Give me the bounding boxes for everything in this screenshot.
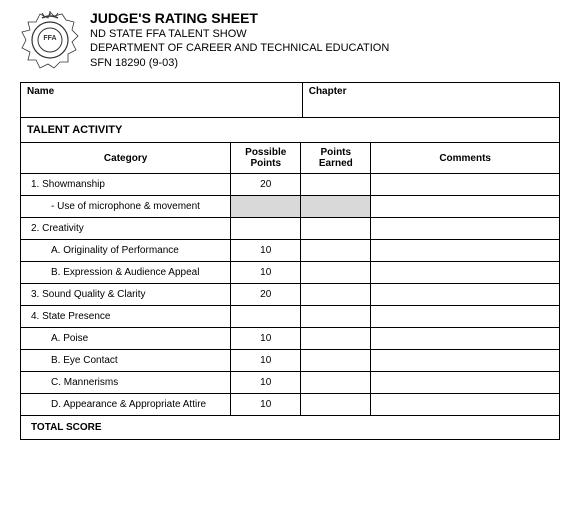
total-row: TOTAL SCORE (21, 416, 560, 440)
possible-points-cell: 10 (231, 328, 301, 350)
category-cell: 2. Creativity (21, 218, 231, 240)
table-row: 4. State Presence (21, 306, 560, 328)
comments-cell (371, 284, 560, 306)
comments-cell (371, 350, 560, 372)
table-row: B. Expression & Audience Appeal10 (21, 262, 560, 284)
name-label: Name (27, 86, 54, 97)
category-cell: 4. State Presence (21, 306, 231, 328)
possible-points-cell (231, 196, 301, 218)
possible-points-cell: 10 (231, 394, 301, 416)
comments-cell (371, 240, 560, 262)
comments-cell (371, 394, 560, 416)
comments-cell (371, 372, 560, 394)
possible-points-cell: 20 (231, 174, 301, 196)
table-row: C. Mannerisms10 (21, 372, 560, 394)
total-label: TOTAL SCORE (21, 416, 560, 440)
name-field: Name (21, 83, 303, 117)
section-title: TALENT ACTIVITY (20, 118, 560, 143)
possible-points-cell (231, 218, 301, 240)
possible-points-cell: 10 (231, 262, 301, 284)
comments-cell (371, 262, 560, 284)
possible-points-cell (231, 306, 301, 328)
comments-cell (371, 306, 560, 328)
comments-cell (371, 196, 560, 218)
category-cell: C. Mannerisms (21, 372, 231, 394)
category-cell: D. Appearance & Appropriate Attire (21, 394, 231, 416)
document-header: FFA JUDGE'S RATING SHEET ND STATE FFA TA… (20, 10, 560, 70)
category-cell: B. Expression & Audience Appeal (21, 262, 231, 284)
table-row: 2. Creativity (21, 218, 560, 240)
points-earned-cell (301, 394, 371, 416)
points-earned-cell (301, 306, 371, 328)
category-cell: A. Poise (21, 328, 231, 350)
header-line2: DEPARTMENT OF CAREER AND TECHNICAL EDUCA… (90, 41, 389, 55)
possible-points-cell: 10 (231, 372, 301, 394)
table-row: A. Poise10 (21, 328, 560, 350)
possible-points-cell: 20 (231, 284, 301, 306)
col-possible: Possible Points (231, 143, 301, 174)
points-earned-cell (301, 328, 371, 350)
points-earned-cell (301, 218, 371, 240)
comments-cell (371, 328, 560, 350)
col-earned: Points Earned (301, 143, 371, 174)
points-earned-cell (301, 196, 371, 218)
table-head-row: Category Possible Points Points Earned C… (21, 143, 560, 174)
points-earned-cell (301, 350, 371, 372)
points-earned-cell (301, 284, 371, 306)
table-row: A. Originality of Performance10 (21, 240, 560, 262)
points-earned-cell (301, 262, 371, 284)
possible-points-cell: 10 (231, 240, 301, 262)
comments-cell (371, 218, 560, 240)
svg-text:FFA: FFA (43, 35, 56, 42)
comments-cell (371, 174, 560, 196)
document-title: JUDGE'S RATING SHEET (90, 10, 389, 26)
header-text-block: JUDGE'S RATING SHEET ND STATE FFA TALENT… (90, 10, 389, 70)
ffa-logo: FFA (20, 10, 80, 70)
points-earned-cell (301, 240, 371, 262)
possible-points-cell: 10 (231, 350, 301, 372)
table-row: - Use of microphone & movement (21, 196, 560, 218)
col-category: Category (21, 143, 231, 174)
table-row: D. Appearance & Appropriate Attire10 (21, 394, 560, 416)
rating-table: Category Possible Points Points Earned C… (20, 143, 560, 440)
table-body: 1. Showmanship20- Use of microphone & mo… (21, 174, 560, 416)
category-cell: 1. Showmanship (21, 174, 231, 196)
category-cell: A. Originality of Performance (21, 240, 231, 262)
chapter-label: Chapter (309, 86, 347, 97)
points-earned-cell (301, 174, 371, 196)
col-comments: Comments (371, 143, 560, 174)
table-row: 1. Showmanship20 (21, 174, 560, 196)
info-row: Name Chapter (20, 82, 560, 118)
header-line1: ND STATE FFA TALENT SHOW (90, 27, 389, 41)
category-cell: B. Eye Contact (21, 350, 231, 372)
table-row: B. Eye Contact10 (21, 350, 560, 372)
table-row: 3. Sound Quality & Clarity20 (21, 284, 560, 306)
chapter-field: Chapter (303, 83, 559, 117)
category-cell: - Use of microphone & movement (21, 196, 231, 218)
header-line3: SFN 18290 (9-03) (90, 56, 389, 70)
category-cell: 3. Sound Quality & Clarity (21, 284, 231, 306)
points-earned-cell (301, 372, 371, 394)
